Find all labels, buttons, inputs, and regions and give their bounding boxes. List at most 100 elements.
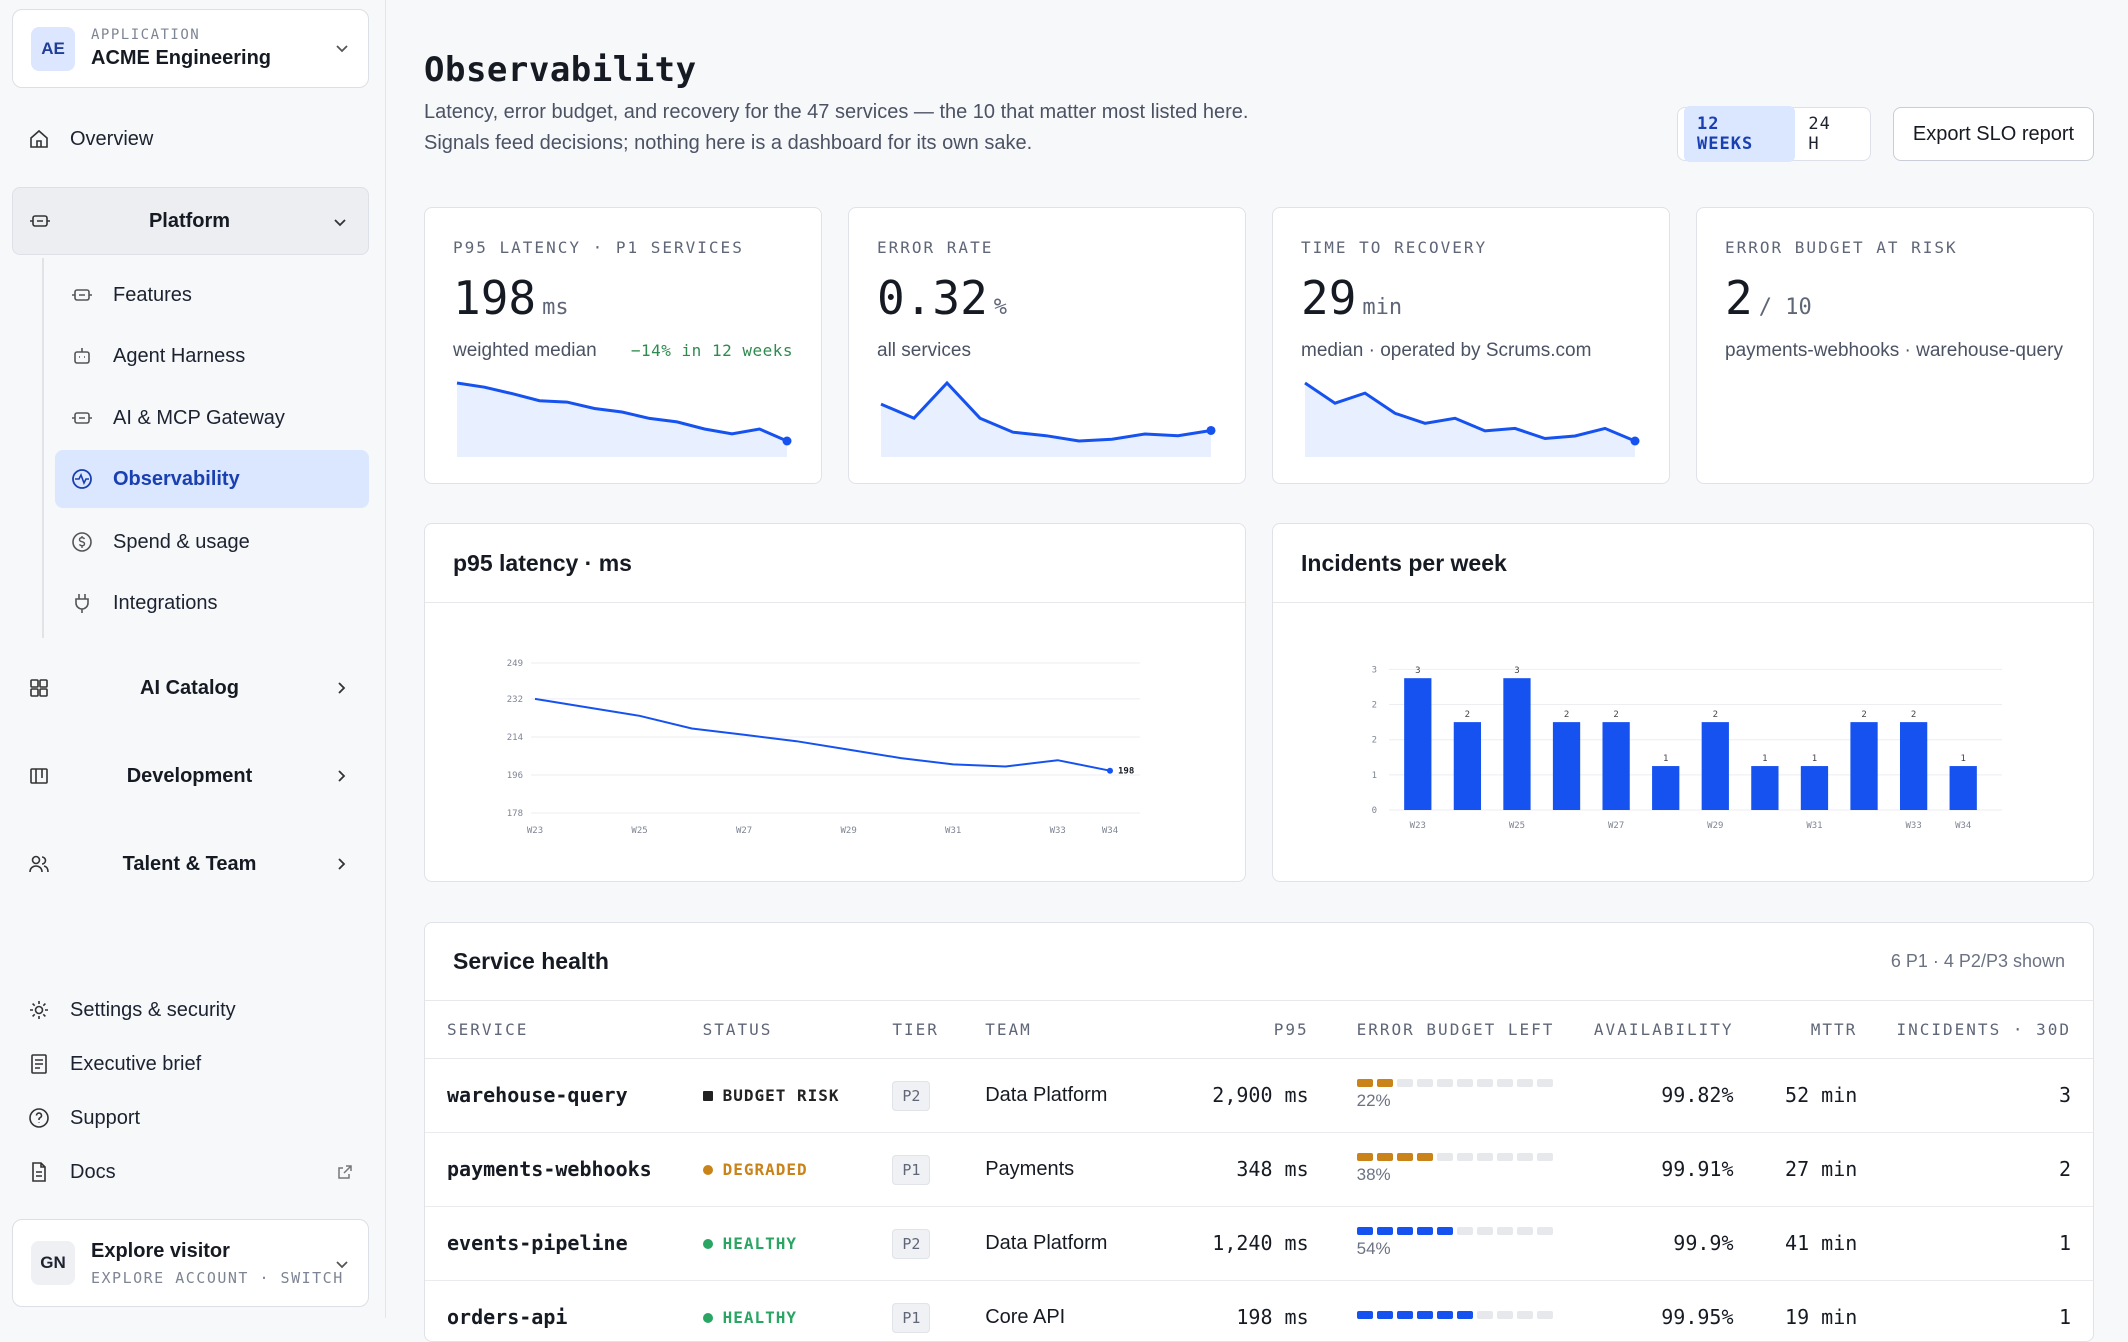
error-budget-bar [1356, 1227, 1564, 1235]
bar-value-label: 2 [1713, 710, 1718, 720]
chevron-down-icon [336, 45, 348, 53]
sidebar-item-observability[interactable]: Observability [55, 450, 369, 508]
range-12-weeks[interactable]: 12 WEEKS [1684, 106, 1796, 162]
account-switcher[interactable]: GN Explore visitor EXPLORE ACCOUNT · SWI… [12, 1219, 369, 1307]
sidebar-item-agent-harness[interactable]: Agent Harness [55, 327, 369, 385]
mttr-cell: 41 min [1741, 1206, 1866, 1281]
incidents-cell: 2 [1865, 1132, 2093, 1207]
incident-bar [1552, 722, 1581, 810]
sparkline-line [1304, 381, 1636, 443]
service-name[interactable]: events-pipeline [447, 1230, 628, 1255]
tier-badge: P2 [892, 1080, 931, 1111]
external-link-icon [338, 1165, 352, 1179]
budget-segment [1356, 1311, 1373, 1319]
nav-talent[interactable]: Talent & Team [12, 830, 369, 898]
nav-talent-label: Talent & Team [122, 852, 257, 875]
service-name[interactable]: payments-webhooks [447, 1156, 652, 1181]
sparkline-line [456, 381, 788, 443]
y-tick-label: 196 [507, 771, 523, 781]
table-row[interactable]: events-pipeline HEALTHY P2 Data Platform 1,2… [425, 1206, 2093, 1281]
kpi-value: 2 [1725, 271, 1753, 325]
panel-title: Service health [453, 948, 609, 974]
nav-ai-catalog[interactable]: AI Catalog [12, 654, 369, 722]
sparkline-recovery [1304, 381, 1640, 457]
nav-platform[interactable]: Platform [12, 187, 369, 255]
robot-icon [74, 348, 90, 364]
range-24-h[interactable]: 24 H [1808, 114, 1831, 154]
kpi-label: ERROR RATE [877, 238, 994, 257]
tier-badge: P1 [892, 1154, 931, 1185]
nav-overview[interactable]: Overview [12, 112, 369, 166]
users-icon [29, 855, 49, 873]
service-summary: 6 P1 · 4 P2/P3 shown [1890, 951, 2065, 971]
document-icon [31, 1054, 47, 1074]
x-tick-label: W27 [1608, 821, 1624, 831]
x-tick-label: W25 [631, 826, 647, 836]
nav-development-label: Development [126, 764, 253, 787]
col-error-budget[interactable]: ERROR BUDGET LEFT [1316, 1001, 1572, 1059]
bar-value-label: 1 [1762, 754, 1767, 764]
grid-icon [30, 679, 48, 697]
table-row[interactable]: warehouse-query BUDGET RISK P2 Data Platfor… [425, 1058, 2093, 1133]
nav-exec-brief[interactable]: Executive brief [12, 1037, 369, 1091]
sidebar-item-label: Features [113, 283, 192, 306]
budget-segment [1396, 1311, 1413, 1319]
mttr-cell: 27 min [1741, 1132, 1866, 1207]
col-incidents[interactable]: INCIDENTS · 30D [1865, 1001, 2093, 1059]
col-tier[interactable]: TIER [884, 1001, 978, 1059]
col-status[interactable]: STATUS [694, 1001, 885, 1059]
bar-value-label: 1 [1663, 754, 1668, 764]
sidebar-item-gateway[interactable]: AI & MCP Gateway [55, 389, 369, 447]
sidebar-item-spend[interactable]: Spend & usage [55, 513, 369, 571]
chip-icon [72, 289, 92, 301]
col-availability[interactable]: AVAILABILITY [1571, 1001, 1742, 1059]
budget-segment [1396, 1079, 1413, 1087]
budget-segment [1516, 1227, 1533, 1235]
budget-segment [1396, 1153, 1413, 1161]
budget-segment [1376, 1227, 1393, 1235]
col-team[interactable]: TEAM [977, 1001, 1167, 1059]
team-cell: Data Platform [977, 1206, 1167, 1281]
col-p95[interactable]: P95 [1166, 1001, 1317, 1059]
budget-segment [1436, 1227, 1453, 1235]
col-mttr[interactable]: MTTR [1741, 1001, 1866, 1059]
export-slo-button[interactable]: Export SLO report [1893, 107, 2094, 161]
budget-segment [1436, 1079, 1453, 1087]
table-row[interactable]: payments-webhooks DEGRADED P1 Payments 348 m… [425, 1132, 2093, 1207]
availability-cell: 99.91% [1571, 1132, 1742, 1207]
budget-segment [1516, 1311, 1533, 1319]
nav-support[interactable]: Support [12, 1091, 369, 1145]
help-icon [29, 1108, 49, 1128]
nav-development[interactable]: Development [12, 742, 369, 810]
table-row[interactable]: orders-api HEALTHY P1 Core API 198 ms 99.95% 1… [425, 1280, 2093, 1341]
sparkline-area [1305, 383, 1635, 457]
app-switcher[interactable]: AE APPLICATION ACME Engineering [12, 9, 369, 88]
kpi-card-latency: P95 LATENCY · P1 SERVICES 198 ms weighted… [424, 207, 822, 484]
x-tick-label: W31 [945, 826, 961, 836]
x-tick-label: W27 [736, 826, 752, 836]
latency-panel: p95 latency · ms 178 196 214 232 249 W23 W25 W2… [424, 523, 1246, 882]
availability-cell: 99.95% [1571, 1280, 1742, 1341]
gateway-icon [72, 412, 92, 424]
incident-bar [1453, 722, 1482, 810]
budget-segment [1396, 1227, 1413, 1235]
account-sub: EXPLORE ACCOUNT · SWITCH [91, 1268, 344, 1287]
range-toggle: 12 WEEKS 24 H [1677, 106, 1871, 162]
nav-docs[interactable]: Docs [12, 1145, 369, 1199]
app-avatar: AE [31, 26, 75, 71]
account-avatar: GN [31, 1241, 75, 1285]
bar-value-label: 2 [1911, 710, 1916, 720]
col-service[interactable]: SERVICE [425, 1001, 695, 1059]
budget-segment [1456, 1153, 1473, 1161]
home-icon [30, 129, 48, 148]
y-tick-label: 178 [507, 809, 523, 819]
team-cell: Core API [977, 1280, 1167, 1341]
service-name[interactable]: warehouse-query [447, 1082, 628, 1107]
sidebar-item-integrations[interactable]: Integrations [55, 574, 369, 632]
nav-settings[interactable]: Settings & security [12, 983, 369, 1037]
pulse-icon [72, 469, 92, 489]
kpi-value: 0.32 [877, 271, 988, 325]
latency-end-label: 198 [1118, 767, 1134, 777]
sidebar-item-features[interactable]: Features [55, 266, 369, 324]
service-name[interactable]: orders-api [447, 1304, 568, 1329]
